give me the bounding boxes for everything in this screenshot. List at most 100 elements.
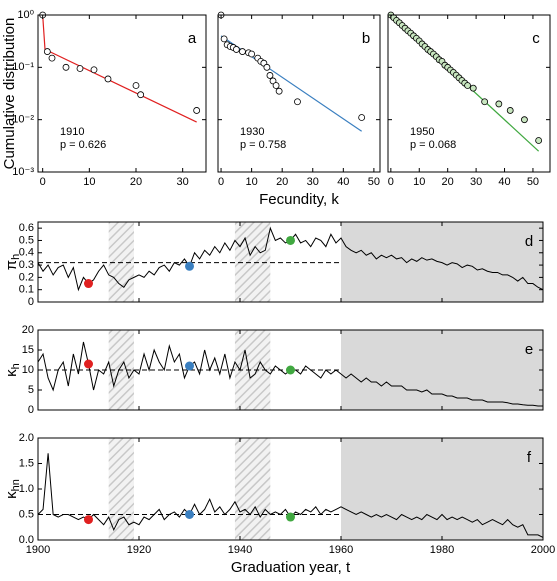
panel: 0.0 0.5 1.0 1.5 2.0 1900 1920 1940 1960 1980 2000 f…: [3, 432, 555, 576]
data-point: [137, 91, 145, 99]
y-tick-label: 10⁰: [17, 9, 34, 21]
data-point: [232, 46, 240, 53]
shaded-period: [341, 222, 543, 302]
y-tick-label: 2.0: [19, 432, 34, 444]
x-tick-label: 40: [337, 176, 349, 188]
p-label: p = 0.068: [410, 139, 456, 151]
panel-label: c: [532, 30, 540, 47]
y-tick-label: 0.5: [19, 234, 34, 246]
panel: 00.10.20.30.40.50.6 d πh: [3, 221, 544, 308]
x-tick-label: 0: [388, 176, 394, 188]
data-point: [48, 54, 56, 62]
x-tick-label: 20: [276, 176, 288, 188]
x-tick-label: 0: [40, 176, 46, 188]
data-point: [248, 50, 256, 58]
y-tick-label: 10⁻²: [12, 114, 34, 126]
p-label: p = 0.758: [240, 139, 286, 151]
y-tick-label: 0.4: [19, 247, 34, 259]
highlight-point: [286, 235, 295, 245]
data-point: [266, 72, 274, 79]
y-tick-label: 10⁻³: [12, 166, 34, 178]
y-tick-label: 0.3: [19, 259, 34, 271]
y-tick-label: 0.5: [19, 508, 34, 520]
highlight-point: [286, 365, 295, 375]
y-axis-symbol: κ: [3, 369, 20, 377]
y-tick-label: 0.6: [19, 222, 34, 234]
data-point: [269, 77, 277, 85]
highlight-point: [84, 359, 93, 369]
x-tick-label: 10: [245, 176, 257, 188]
panel-label: b: [362, 30, 370, 47]
x-tick-label: 50: [527, 176, 539, 188]
data-point: [43, 48, 51, 55]
panel-label: a: [188, 30, 197, 47]
y-tick-label: 15: [22, 344, 34, 356]
highlight-point: [185, 361, 194, 371]
y-axis-title: κhn: [3, 479, 22, 499]
data-point: [535, 137, 543, 144]
panel-frame: [37, 14, 207, 173]
x-tick-label: 10: [83, 176, 95, 188]
x-tick-label: 1920: [127, 544, 151, 556]
highlight-point: [286, 512, 295, 522]
shaded-period: [341, 438, 543, 540]
panel-label: d: [525, 233, 533, 250]
y-tick-label: 1.0: [19, 483, 34, 495]
year-label: 1950: [410, 126, 434, 138]
x-tick-label: 30: [470, 176, 482, 188]
data-point: [90, 66, 98, 74]
y-axis-subscript: hn: [10, 479, 22, 491]
y-tick-label: 0: [28, 296, 34, 308]
highlight-point: [84, 279, 93, 289]
data-point: [220, 35, 228, 43]
data-point: [495, 100, 503, 108]
plot-area: [38, 438, 543, 540]
y-tick-label: 5: [28, 384, 34, 396]
panel-frame: [387, 14, 551, 173]
x-tick-label: 1940: [228, 544, 252, 556]
hatched-period: [108, 438, 134, 540]
x-axis-title: Fecundity, k: [259, 191, 339, 208]
data-point: [506, 107, 514, 114]
data-point: [469, 84, 477, 92]
y-tick-label: 0.0: [19, 534, 34, 546]
data-point: [132, 82, 140, 89]
y-tick-label: 0.1: [19, 284, 34, 296]
panel-frame: [37, 221, 544, 303]
x-axis-title: Graduation year, t: [231, 559, 351, 576]
highlight-point: [185, 261, 194, 271]
year-label: 1930: [240, 126, 264, 138]
data-point: [294, 98, 301, 106]
y-tick-label: 10⁻¹: [12, 61, 34, 73]
shaded-period: [341, 330, 543, 410]
x-tick-label: 2000: [531, 544, 555, 556]
data-point: [464, 82, 471, 89]
hatched-period: [234, 222, 271, 302]
y-axis-title: κh: [3, 363, 22, 377]
hatched-period: [108, 222, 134, 302]
y-tick-label: 0.2: [19, 271, 34, 283]
y-axis-subscript: h: [10, 363, 22, 369]
x-tick-label: 40: [498, 176, 510, 188]
panel-frame: [217, 14, 381, 173]
data-point: [62, 63, 70, 71]
y-axis-title: πh: [3, 254, 22, 270]
plot-area: [38, 330, 543, 410]
panel: 0 5 10 15 20 e κh: [3, 324, 544, 416]
x-tick-label: 50: [368, 176, 380, 188]
panel-label: e: [525, 341, 533, 358]
y-tick-label: 0: [28, 404, 34, 416]
x-tick-label: 30: [177, 176, 189, 188]
data-point: [104, 75, 112, 83]
data-point: [272, 82, 280, 89]
data-point: [263, 63, 271, 71]
data-point: [521, 116, 528, 124]
x-tick-label: 1900: [26, 544, 50, 556]
x-tick-label: 1980: [430, 544, 454, 556]
data-point: [275, 87, 283, 95]
x-tick-label: 20: [442, 176, 454, 188]
data-point: [193, 107, 201, 114]
